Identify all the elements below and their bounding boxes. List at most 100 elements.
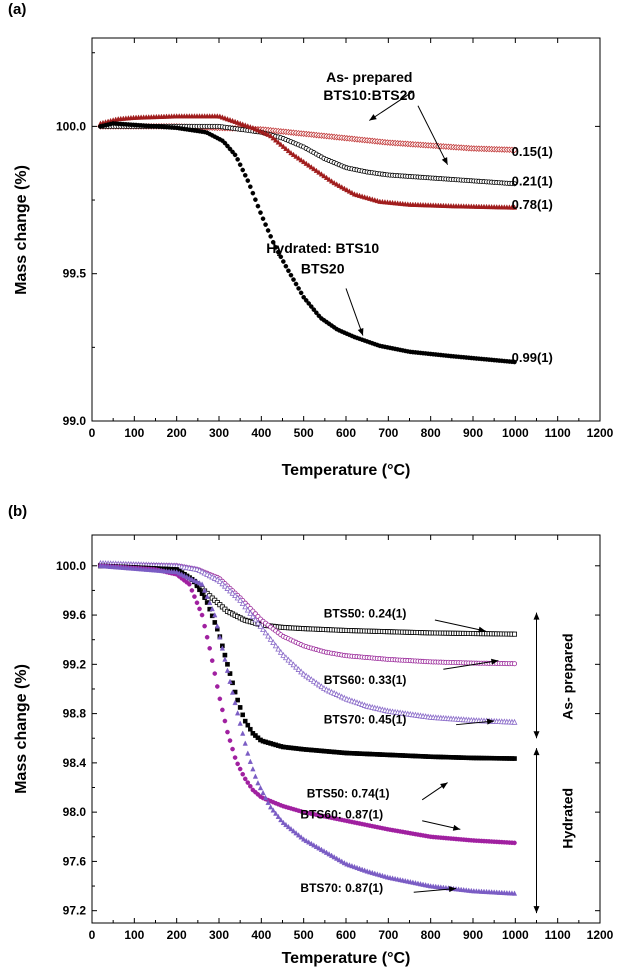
data-point xyxy=(199,581,205,587)
data-point xyxy=(237,766,243,772)
data-point xyxy=(227,738,233,743)
data-point xyxy=(202,623,207,629)
data-point xyxy=(278,816,284,823)
annotation-arrow xyxy=(369,90,415,121)
data-point xyxy=(288,272,294,278)
annotation-arrow-head xyxy=(440,782,448,789)
x-tick-label: 0 xyxy=(89,928,96,942)
data-point xyxy=(511,146,518,154)
data-point xyxy=(201,587,208,593)
data-point xyxy=(212,612,218,618)
data-point xyxy=(296,286,301,291)
data-point xyxy=(511,631,517,637)
series-group-a xyxy=(97,113,518,365)
data-point xyxy=(248,783,253,789)
data-point xyxy=(186,575,192,581)
data-point xyxy=(207,646,212,651)
data-point xyxy=(511,181,517,187)
x-tick-label: 600 xyxy=(336,426,356,440)
data-point xyxy=(295,155,302,161)
annotation-3: BTS70: 0.45(1) xyxy=(324,712,407,726)
data-point xyxy=(240,730,246,736)
data-point xyxy=(267,635,274,642)
x-tick-label: 400 xyxy=(251,928,271,942)
bracket-head-bottom xyxy=(533,731,540,739)
data-point xyxy=(275,645,282,652)
data-point xyxy=(204,593,210,599)
data-point xyxy=(250,766,256,772)
data-point xyxy=(318,171,325,177)
arrows-a xyxy=(345,90,449,336)
annotation-5: BTS60: 0.87(1) xyxy=(300,807,383,821)
data-point xyxy=(341,185,347,191)
data-point xyxy=(242,603,249,610)
data-point xyxy=(222,140,228,146)
annotation-arrow xyxy=(417,105,449,165)
data-point xyxy=(512,840,517,846)
data-point xyxy=(275,139,281,145)
data-point xyxy=(282,654,289,661)
data-point xyxy=(204,634,210,640)
y-axis-title-b: Mass change (%) xyxy=(13,664,30,794)
x-tick-label: 800 xyxy=(421,426,441,440)
data-point xyxy=(199,612,205,618)
data-point xyxy=(240,712,246,718)
x-tick-label: 400 xyxy=(251,426,271,440)
annotation-arrow xyxy=(443,660,499,670)
data-point xyxy=(217,696,223,702)
data-point xyxy=(301,836,307,842)
data-point xyxy=(232,699,238,706)
data-point xyxy=(275,249,281,255)
y-tick-label: 99.2 xyxy=(63,657,87,671)
data-point xyxy=(328,178,335,184)
x-tick-label: 100 xyxy=(124,426,144,440)
data-point xyxy=(232,755,238,760)
data-point xyxy=(242,718,248,724)
data-point xyxy=(303,160,309,166)
data-point xyxy=(278,141,284,147)
data-point xyxy=(242,776,248,782)
data-point xyxy=(308,164,314,170)
y-tick-label: 99.0 xyxy=(63,414,87,428)
data-point xyxy=(227,678,233,684)
annotation-arrow xyxy=(434,619,486,632)
data-point xyxy=(293,281,299,287)
data-point xyxy=(184,573,190,580)
data-point xyxy=(232,592,239,599)
data-point xyxy=(306,162,312,168)
data-point xyxy=(341,859,347,866)
data-point xyxy=(225,143,230,149)
data-point xyxy=(189,576,195,582)
data-point xyxy=(260,626,266,633)
annotation-4: BTS20 xyxy=(301,261,345,277)
data-point xyxy=(280,651,287,658)
x-tick-label: 0 xyxy=(89,426,96,440)
data-point xyxy=(209,658,215,663)
annotation-1: As- prepared xyxy=(326,69,412,85)
data-point xyxy=(258,210,263,215)
data-point xyxy=(209,605,215,612)
data-point xyxy=(265,632,272,639)
data-point xyxy=(303,837,309,844)
y-tick-label: 100.0 xyxy=(56,119,86,133)
data-point xyxy=(252,773,259,779)
data-point xyxy=(270,807,276,813)
x-tick-label: 700 xyxy=(378,928,398,942)
annotation-arrow-head xyxy=(448,886,457,893)
data-point xyxy=(219,645,226,651)
arrows-b xyxy=(413,619,499,893)
data-point xyxy=(288,149,294,156)
data-point xyxy=(290,828,297,834)
data-point xyxy=(321,848,327,854)
data-point xyxy=(260,789,266,796)
data-point xyxy=(331,854,337,860)
data-point xyxy=(290,151,297,157)
bracket-head-top xyxy=(533,748,540,756)
y-tick-label: 97.6 xyxy=(63,854,87,868)
data-point xyxy=(283,263,289,269)
data-point xyxy=(235,697,240,703)
data-point xyxy=(247,758,253,764)
data-point xyxy=(207,599,213,606)
data-point xyxy=(232,152,238,158)
data-point xyxy=(227,587,233,594)
